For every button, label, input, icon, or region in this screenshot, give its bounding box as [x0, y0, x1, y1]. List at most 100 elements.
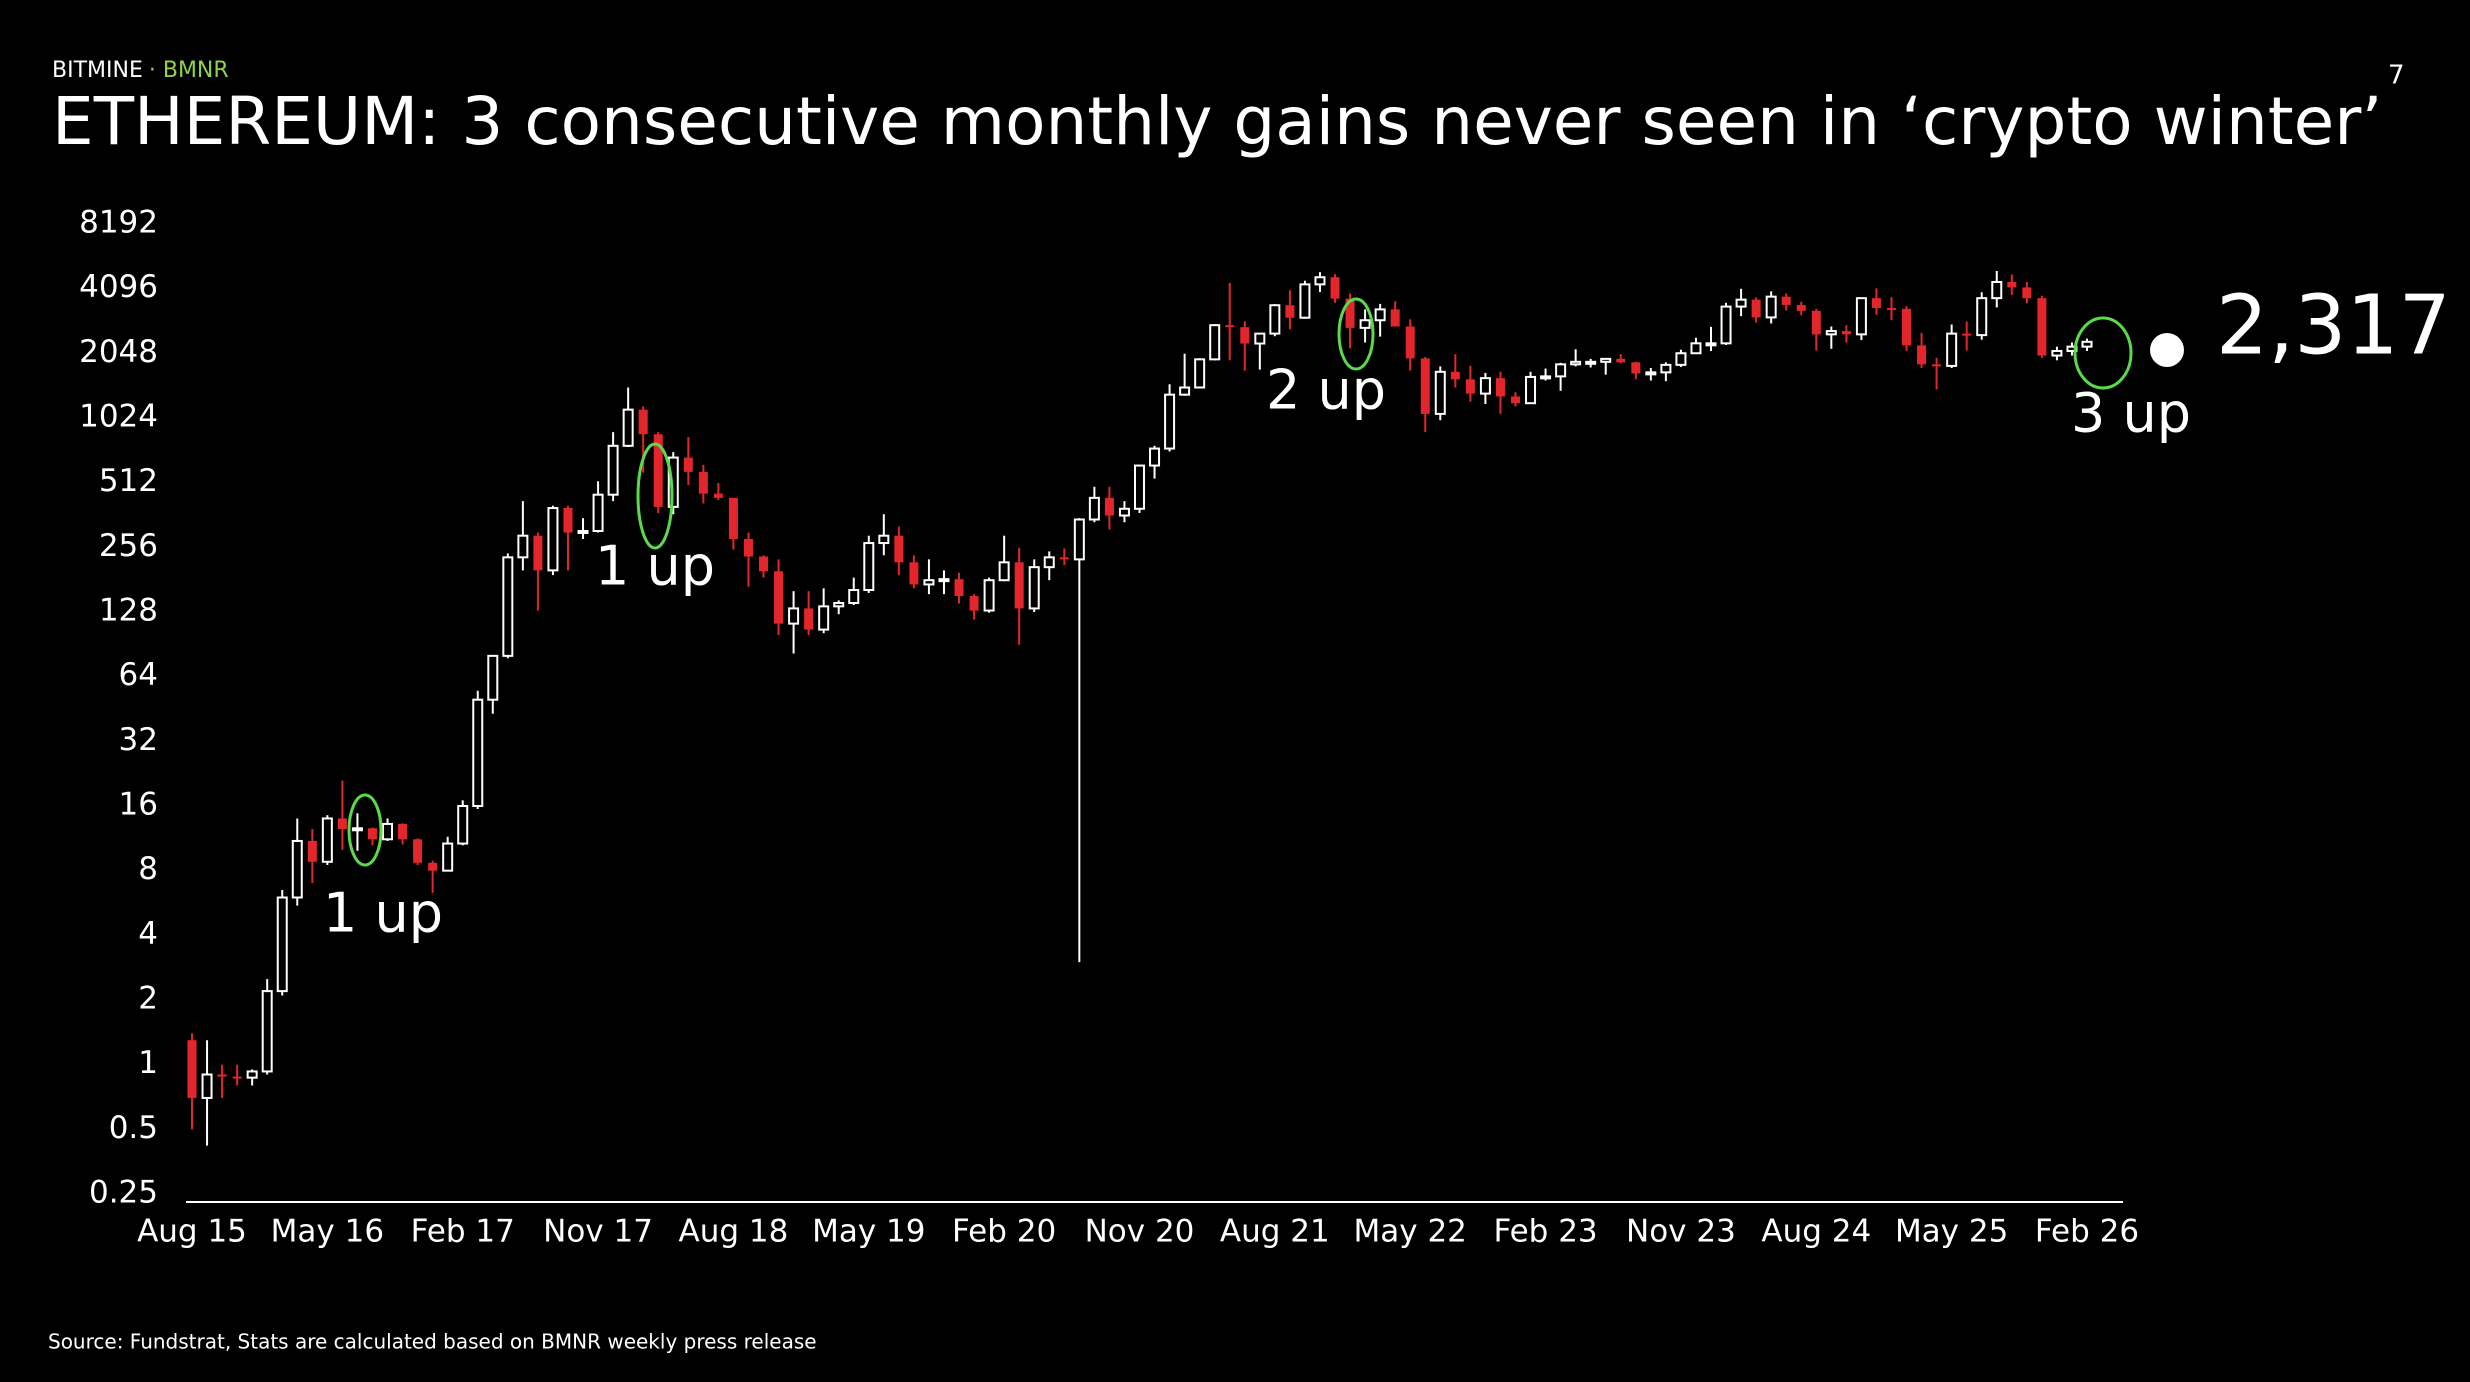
x-tick-label: Aug 15: [137, 1214, 247, 1250]
candle-body: [1134, 464, 1145, 510]
candle-body: [1240, 327, 1250, 344]
candle-body: [1073, 518, 1085, 561]
candle-body: [442, 842, 454, 872]
last-value-dot: [2150, 333, 2184, 367]
candle-body: [983, 579, 995, 612]
highlight-ellipse: [1337, 297, 1375, 371]
candle-body: [232, 1076, 242, 1079]
source: Source: Fundstrat, Stats are calculated …: [48, 1330, 817, 1354]
candle-body: [337, 818, 347, 830]
candle-body: [472, 698, 484, 808]
candle-body: [563, 508, 573, 533]
candle-body: [1510, 396, 1520, 404]
brand: BITMINE · BMNR: [52, 58, 229, 83]
candle-body: [1088, 496, 1100, 521]
y-tick-label: 4: [138, 916, 158, 952]
candle-body: [1269, 304, 1281, 335]
candle-body: [413, 839, 423, 863]
candle-body: [833, 601, 845, 608]
candle-body: [1631, 362, 1641, 374]
candle-body: [1285, 305, 1295, 318]
y-tick-label: 1024: [79, 399, 158, 435]
candle-body: [1149, 447, 1161, 467]
candle-body: [502, 556, 514, 657]
annotation: 2 up: [1266, 359, 1386, 422]
candle-body: [1465, 379, 1475, 394]
y-tick-label: 512: [99, 463, 158, 499]
candle-body: [398, 823, 408, 840]
candle-body: [2007, 281, 2017, 288]
candle-body: [1616, 358, 1626, 363]
candle-body: [1104, 497, 1114, 516]
page-number: 7: [2388, 61, 2405, 91]
candle-body: [291, 839, 303, 899]
candle-body: [307, 840, 317, 862]
candle-body: [246, 1070, 258, 1079]
candle-body: [894, 535, 904, 563]
y-tick-label: 0.25: [89, 1175, 158, 1211]
candle-body: [1014, 562, 1024, 609]
candle-body: [1902, 308, 1912, 346]
candle-body: [382, 822, 394, 841]
candle-body: [728, 497, 738, 539]
candle-body: [1314, 276, 1326, 286]
candle-body: [1028, 566, 1040, 610]
candle-body: [1735, 298, 1747, 308]
annotation: 1 up: [323, 882, 443, 945]
candle-body: [217, 1074, 227, 1077]
candle-body: [1164, 393, 1176, 450]
candle-body: [653, 434, 663, 507]
x-tick-label: Aug 24: [1761, 1214, 1871, 1250]
candle-body: [351, 827, 363, 832]
candle-body: [592, 493, 604, 532]
last-value-label: 2,317: [2216, 278, 2451, 373]
candle-body: [1886, 307, 1896, 310]
candle-body: [743, 538, 753, 557]
candle-body: [457, 805, 469, 845]
candle-body: [1059, 557, 1069, 560]
candle-body: [1405, 326, 1415, 359]
annotation: 1 up: [595, 535, 715, 598]
y-tick-label: 128: [99, 593, 158, 629]
y-tick-label: 0.5: [109, 1110, 158, 1146]
candle-body: [1359, 319, 1371, 329]
y-tick-label: 2048: [79, 334, 158, 370]
candle-body: [1495, 378, 1505, 397]
candle-body: [1705, 342, 1717, 347]
candle-body: [261, 990, 273, 1073]
x-tick-label: Nov 20: [1085, 1214, 1195, 1250]
candle-body: [1374, 308, 1386, 322]
brand-name: BITMINE: [52, 58, 143, 83]
y-tick-label: 32: [119, 722, 158, 758]
candle-body: [517, 534, 529, 559]
candle-body: [1540, 375, 1552, 380]
candle-body: [1299, 283, 1311, 319]
candle-body: [1570, 360, 1582, 366]
candle-body: [1420, 358, 1430, 414]
candle-body: [1660, 363, 1672, 374]
y-tick-label: 8192: [79, 205, 158, 241]
candle-body: [428, 862, 438, 871]
x-tick-label: May 16: [271, 1214, 384, 1250]
candle-body: [547, 507, 559, 572]
candle-body: [969, 595, 979, 611]
candle-body: [1179, 386, 1191, 396]
x-tick-label: Aug 18: [679, 1214, 789, 1250]
y-tick-label: 1: [138, 1045, 158, 1081]
candle-body: [1479, 377, 1491, 395]
candle-body: [1690, 342, 1702, 355]
y-tick-label: 2: [138, 981, 158, 1017]
candle-body: [1555, 363, 1567, 378]
ticker: · BMNR: [149, 58, 229, 83]
candle-body: [487, 654, 499, 701]
candle-body: [1525, 375, 1537, 405]
candle-body: [1871, 298, 1881, 308]
candle-body: [2022, 287, 2032, 299]
x-tick-label: May 22: [1354, 1214, 1467, 1250]
candle-body: [1751, 299, 1761, 318]
highlight-ellipse: [636, 442, 674, 550]
candle-body: [909, 562, 919, 585]
candle-body: [1600, 357, 1612, 363]
candle-body: [321, 817, 333, 863]
